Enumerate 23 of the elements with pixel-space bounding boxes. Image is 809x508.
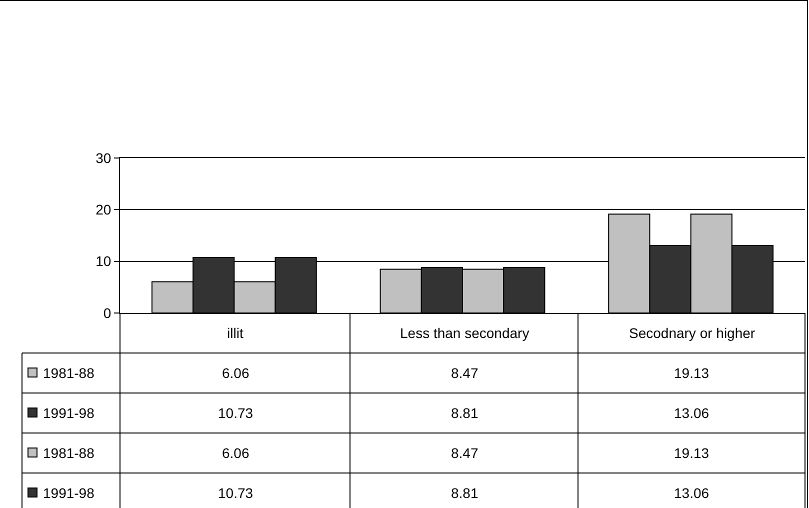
data-label: 13.06: [674, 485, 710, 501]
data-label: 6.06: [222, 445, 250, 461]
data-label: 10.73: [218, 485, 254, 501]
data-label: 8.47: [451, 365, 478, 381]
y-tick-label: 30: [96, 150, 112, 166]
data-label: 8.47: [451, 445, 478, 461]
data-label: 10.73: [218, 405, 254, 421]
legend-label: 1981-88: [43, 365, 95, 381]
data-label: 19.13: [674, 445, 710, 461]
data-label: 6.06: [222, 365, 250, 381]
data-label: 13.06: [674, 405, 710, 421]
x-tick-label: illit: [227, 325, 244, 341]
x-tick-label: Less than secondary: [400, 325, 530, 341]
y-tick-label: 10: [96, 253, 112, 270]
data-label: 8.81: [451, 405, 478, 421]
x-tick-label: Secodnary or higher: [629, 325, 756, 341]
y-tick-label: 0: [103, 304, 112, 321]
data-label: 8.81: [451, 485, 478, 501]
data-label: 19.13: [674, 365, 710, 381]
legend-label: 1991-98: [43, 485, 95, 501]
legend-label: 1981-88: [43, 445, 95, 461]
y-tick-label: 20: [96, 202, 112, 218]
legend-label: 1991-98: [43, 405, 95, 421]
